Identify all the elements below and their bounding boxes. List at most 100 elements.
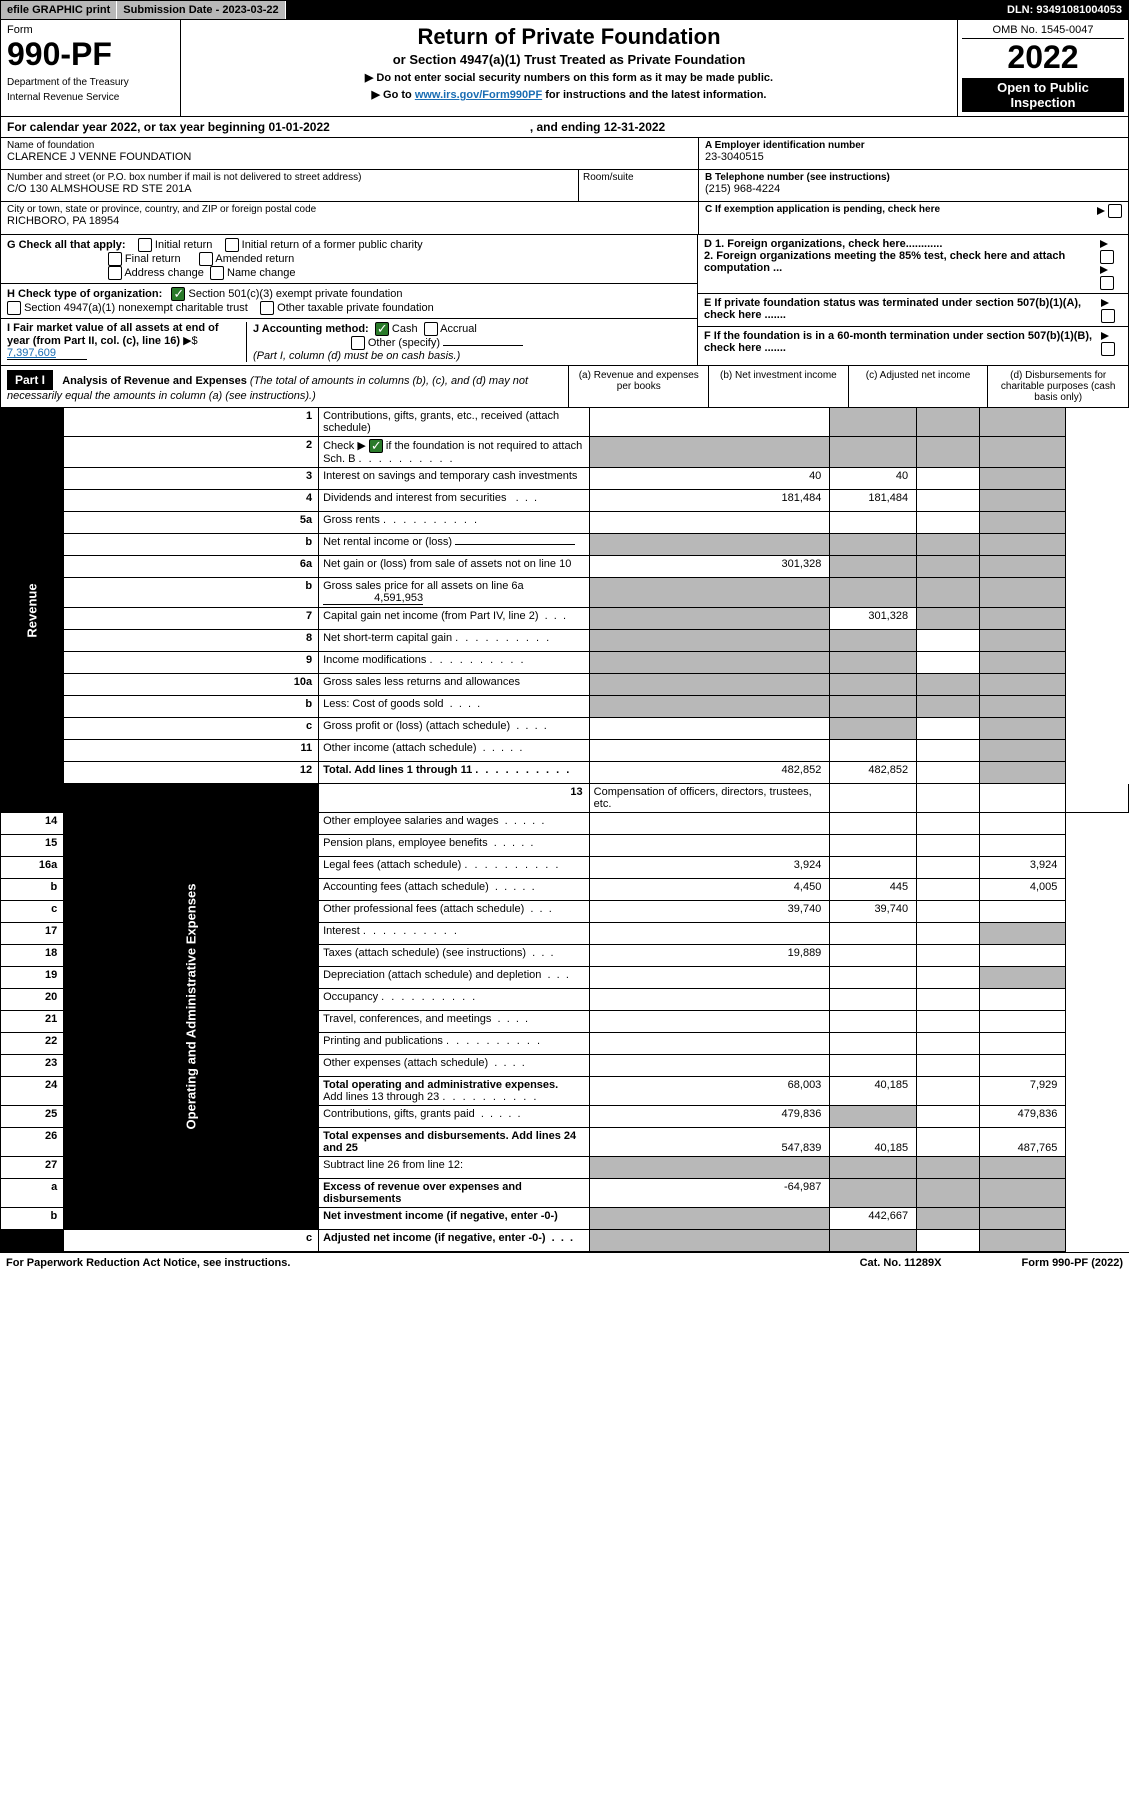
r6b-val: 4,591,953 bbox=[323, 592, 423, 605]
arrow-icon bbox=[1100, 240, 1108, 248]
efile-label[interactable]: efile GRAPHIC print bbox=[1, 1, 117, 19]
side-exp-label: Operating and Administrative Expenses bbox=[184, 884, 199, 1130]
r2-checkbox[interactable] bbox=[369, 439, 383, 453]
r3-desc: Interest on savings and temporary cash i… bbox=[319, 468, 590, 490]
c bbox=[589, 512, 830, 534]
r20-txt: Occupancy bbox=[323, 991, 378, 1003]
r27c-txt: Adjusted net income (if negative, enter … bbox=[323, 1232, 545, 1244]
e-label: E If private foundation status was termi… bbox=[704, 297, 1101, 321]
c bbox=[979, 608, 1066, 630]
sub-date: 2023-03-22 bbox=[222, 4, 278, 16]
h-4947-checkbox[interactable] bbox=[7, 301, 21, 315]
c bbox=[979, 630, 1066, 652]
r5a-desc: Gross rents bbox=[319, 512, 590, 534]
c bbox=[830, 556, 917, 578]
c bbox=[830, 740, 917, 762]
c bbox=[979, 901, 1066, 923]
c bbox=[917, 556, 980, 578]
c bbox=[979, 512, 1066, 534]
c bbox=[589, 696, 830, 718]
r16bb: 445 bbox=[830, 879, 917, 901]
f-checkbox[interactable] bbox=[1101, 342, 1115, 356]
r4-txt: Dividends and interest from securities bbox=[323, 492, 506, 504]
c bbox=[917, 1055, 980, 1077]
ln: 16a bbox=[1, 857, 64, 879]
r7-desc: Capital gain net income (from Part IV, l… bbox=[319, 608, 590, 630]
c bbox=[830, 1230, 917, 1252]
h-501c3-checkbox[interactable] bbox=[171, 287, 185, 301]
ln: 4 bbox=[64, 490, 319, 512]
r1b bbox=[830, 408, 917, 437]
instr-1: ▶ Do not enter social security numbers o… bbox=[189, 71, 949, 84]
g-name-checkbox[interactable] bbox=[210, 266, 224, 280]
g-address-checkbox[interactable] bbox=[108, 266, 122, 280]
instructions-link[interactable]: www.irs.gov/Form990PF bbox=[415, 89, 542, 101]
j-cash-checkbox[interactable] bbox=[375, 322, 389, 336]
table-row: 7Capital gain net income (from Part IV, … bbox=[1, 608, 1129, 630]
c bbox=[589, 1033, 830, 1055]
side-blank bbox=[1, 1230, 64, 1252]
c bbox=[917, 1128, 980, 1157]
e-checkbox[interactable] bbox=[1101, 309, 1115, 323]
c-checkbox[interactable] bbox=[1108, 204, 1122, 218]
r11-desc: Other income (attach schedule) . . . . . bbox=[319, 740, 590, 762]
table-row: bGross sales price for all assets on lin… bbox=[1, 578, 1129, 608]
c bbox=[830, 696, 917, 718]
ln: c bbox=[64, 1230, 319, 1252]
c bbox=[1066, 784, 1129, 813]
ln: b bbox=[64, 534, 319, 556]
g-initial-checkbox[interactable] bbox=[138, 238, 152, 252]
d2-checkbox[interactable] bbox=[1100, 276, 1114, 290]
tax-year: 2022 bbox=[962, 39, 1124, 76]
c bbox=[589, 630, 830, 652]
ln: 1 bbox=[64, 408, 319, 437]
h-other-checkbox[interactable] bbox=[260, 301, 274, 315]
g-o4: Amended return bbox=[215, 253, 294, 265]
r21-txt: Travel, conferences, and meetings bbox=[323, 1013, 491, 1025]
r21-desc: Travel, conferences, and meetings . . . … bbox=[319, 1011, 590, 1033]
r26a: 547,839 bbox=[589, 1128, 830, 1157]
r27bb: 442,667 bbox=[830, 1208, 917, 1230]
c bbox=[589, 718, 830, 740]
table-row: Revenue 1Contributions, gifts, grants, e… bbox=[1, 408, 1129, 437]
c bbox=[917, 1208, 980, 1230]
table-row: cGross profit or (loss) (attach schedule… bbox=[1, 718, 1129, 740]
c bbox=[589, 835, 830, 857]
c bbox=[830, 1055, 917, 1077]
i-arrow: ▶$ bbox=[183, 335, 198, 347]
dots bbox=[359, 453, 455, 465]
d1-checkbox[interactable] bbox=[1100, 250, 1114, 264]
r23-desc: Other expenses (attach schedule) . . . . bbox=[319, 1055, 590, 1077]
r20-desc: Occupancy bbox=[319, 989, 590, 1011]
c bbox=[830, 1033, 917, 1055]
col-b-hdr: (b) Net investment income bbox=[709, 366, 849, 407]
c bbox=[979, 652, 1066, 674]
c bbox=[917, 945, 980, 967]
j-other-checkbox[interactable] bbox=[351, 336, 365, 350]
ln: b bbox=[64, 696, 319, 718]
ln: 7 bbox=[64, 608, 319, 630]
fmv-link[interactable]: 7,397,609 bbox=[7, 347, 87, 360]
c bbox=[917, 813, 980, 835]
c bbox=[830, 813, 917, 835]
j-accrual-checkbox[interactable] bbox=[424, 322, 438, 336]
c bbox=[589, 437, 830, 468]
c bbox=[917, 490, 980, 512]
c bbox=[589, 813, 830, 835]
r16ca: 39,740 bbox=[589, 901, 830, 923]
part1-badge: Part I bbox=[7, 370, 53, 390]
side-revenue: Revenue bbox=[1, 408, 64, 813]
ln: 17 bbox=[1, 923, 64, 945]
ln: c bbox=[64, 718, 319, 740]
info-left: Name of foundation CLARENCE J VENNE FOUN… bbox=[1, 138, 698, 234]
c bbox=[830, 1157, 917, 1179]
r12-desc: Total. Add lines 1 through 11 bbox=[319, 762, 590, 784]
g-initial-former-checkbox[interactable] bbox=[225, 238, 239, 252]
g-final-checkbox[interactable] bbox=[108, 252, 122, 266]
d2-label: 2. Foreign organizations meeting the 85%… bbox=[704, 250, 1065, 274]
r12-txt: Total. Add lines 1 through 11 bbox=[323, 764, 472, 776]
g-o6: Name change bbox=[227, 267, 296, 279]
g-amended-checkbox[interactable] bbox=[199, 252, 213, 266]
ln: 10a bbox=[64, 674, 319, 696]
r3b: 40 bbox=[830, 468, 917, 490]
